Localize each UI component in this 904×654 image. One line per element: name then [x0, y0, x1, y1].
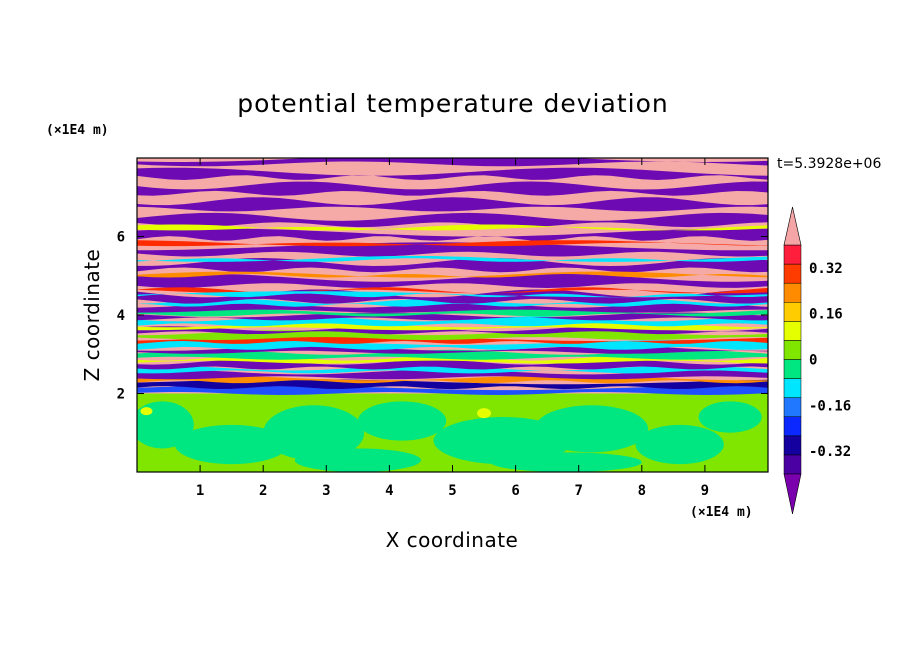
field-band [137, 336, 768, 344]
field-blob [534, 405, 649, 453]
x-tick-label: 6 [511, 483, 519, 499]
field-band [137, 385, 768, 395]
field-band-purple [137, 212, 768, 228]
field-fringe [137, 255, 768, 262]
colorbar-tick-label: 0.16 [809, 307, 843, 323]
x-tick-label: 5 [448, 483, 456, 499]
colorbar-segment [783, 302, 802, 322]
field-fringe [137, 240, 768, 247]
x-unit-label: (×1E4 m) [690, 505, 753, 520]
field-blob [698, 401, 762, 433]
colorbar-segment [783, 435, 802, 456]
field-fringe [137, 224, 768, 231]
field-band-purple [137, 197, 768, 212]
y-tick-label: 6 [117, 230, 125, 246]
field-blob [140, 407, 153, 416]
field-band-purple [137, 228, 768, 241]
field-band [137, 340, 768, 350]
colorbar-segment [783, 378, 802, 398]
colorbar-tick-label: 0 [809, 353, 817, 369]
colorbar-segment [783, 454, 802, 475]
x-tick-label: 9 [701, 483, 709, 499]
x-tick-label: 7 [574, 483, 582, 499]
y-tick-label: 4 [117, 308, 125, 324]
field-band [137, 330, 768, 340]
colorbar-tick-label: -0.16 [809, 398, 851, 414]
field-blob [357, 401, 447, 441]
field-band [137, 308, 768, 317]
colorbar-segment [783, 263, 802, 284]
colorbar-segment [783, 416, 802, 437]
colorbar-tick-label: 0.32 [809, 261, 843, 277]
plot-area [137, 158, 768, 472]
field-band [137, 355, 768, 364]
colorbar-extend-bottom [783, 473, 802, 515]
field-band [137, 359, 768, 370]
colorbar-tick-label: -0.32 [809, 444, 851, 460]
field-band-purple [137, 258, 768, 273]
field-band-purple [137, 167, 768, 180]
field-band [137, 379, 768, 390]
colorbar-segment [783, 282, 802, 303]
x-tick-label: 2 [259, 483, 267, 499]
x-tick-label: 8 [638, 483, 646, 499]
chart-title: potential temperature deviation [237, 89, 668, 118]
field-band-purple [137, 273, 768, 288]
x-tick-label: 1 [196, 483, 204, 499]
field-blob [174, 424, 289, 465]
x-axis-label: X coordinate [386, 528, 519, 552]
y-axis-label: Z coordinate [80, 249, 104, 382]
y-unit-label: (×1E4 m) [46, 123, 109, 138]
field-band [137, 349, 768, 360]
time-label: t=5.3928e+06 [777, 156, 881, 172]
field-fringe [137, 271, 768, 278]
field-band-purple [137, 242, 768, 257]
x-axis: 1 2 3 4 5 6 7 8 9 [196, 158, 709, 499]
colorbar-segment [783, 321, 802, 341]
field-band [137, 312, 768, 321]
x-tick-label: 3 [322, 483, 330, 499]
field-band-purple [137, 181, 768, 196]
colorbar-segment [783, 397, 802, 417]
colorbar-segment [783, 244, 802, 265]
colorbar-segment [783, 340, 802, 360]
field-band [137, 365, 768, 374]
field-fringe [137, 291, 768, 298]
field-band [137, 369, 768, 380]
field-blob [635, 424, 724, 465]
colorbar-extend-top [783, 206, 802, 246]
colorbar: 0.32 0.16 0 -0.16 -0.32 [783, 206, 851, 515]
x-tick-label: 4 [385, 483, 393, 499]
y-axis: 2 4 6 [117, 230, 768, 403]
field-blob [477, 408, 492, 419]
field-blob [263, 405, 365, 461]
colorbar-segment [783, 359, 802, 379]
y-tick-label: 2 [117, 387, 125, 403]
field-blob [490, 452, 642, 472]
field-blob [294, 448, 421, 472]
